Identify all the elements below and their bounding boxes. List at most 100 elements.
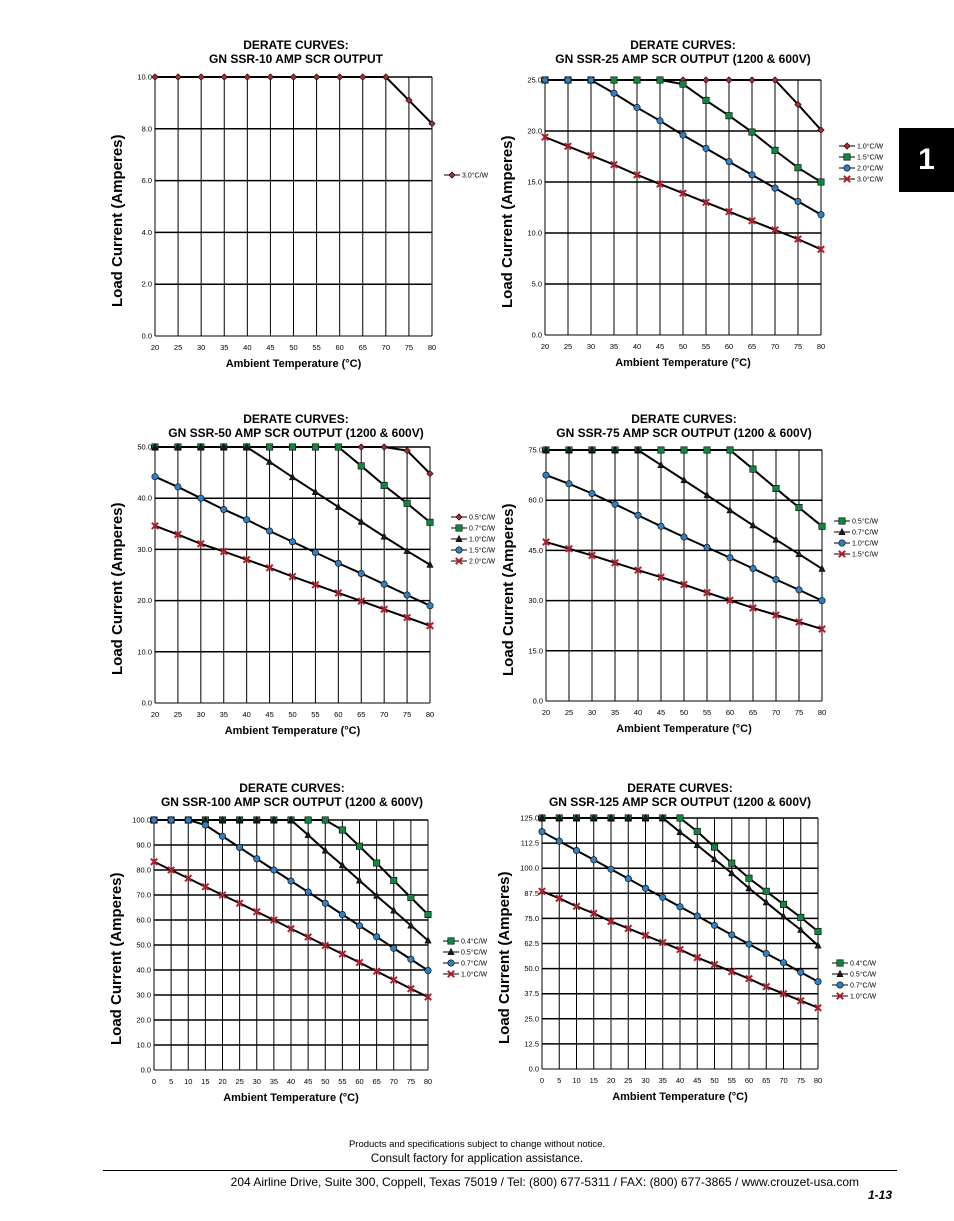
x-tick-label: 25	[624, 1076, 632, 1085]
data-point	[610, 76, 618, 84]
data-point	[321, 899, 329, 907]
x-tick-label: 70	[771, 342, 779, 351]
data-point	[174, 530, 182, 539]
x-tick-label: 30	[641, 1076, 649, 1085]
data-point	[748, 216, 756, 225]
x-tick-label: 40	[634, 708, 642, 717]
data-point	[762, 898, 770, 906]
data-point	[710, 921, 718, 929]
data-point	[762, 950, 770, 958]
y-tick-label: 50.0	[137, 443, 152, 452]
data-point	[542, 538, 550, 546]
data-point	[184, 816, 192, 824]
chart-title-line2: GN SSR-125 AMP SCR OUTPUT (1200 & 600V)	[548, 795, 812, 809]
data-point	[797, 968, 805, 976]
data-point	[794, 197, 802, 205]
x-tick-label: 75	[797, 1076, 805, 1085]
legend-marker	[838, 550, 846, 558]
data-point	[748, 76, 756, 84]
x-tick-label: 50	[289, 343, 297, 352]
x-tick-label: 40	[633, 342, 641, 351]
data-point	[424, 993, 432, 1001]
data-point	[748, 171, 756, 179]
legend-label: 1.0°C/W	[852, 540, 879, 548]
data-point	[311, 443, 319, 451]
y-tick-label: 10.0	[136, 1041, 151, 1050]
x-tick-label: 35	[610, 342, 618, 351]
chart-title-line1: DERATE CURVES:	[630, 38, 736, 52]
data-point	[817, 211, 825, 219]
legend-label: 2.0°C/W	[469, 558, 496, 566]
x-tick-label: 0	[540, 1076, 544, 1085]
data-point	[424, 936, 432, 944]
data-point	[676, 903, 684, 911]
x-tick-label: 5	[557, 1076, 561, 1085]
legend-marker	[836, 981, 844, 989]
data-point	[590, 856, 598, 864]
data-point	[762, 982, 771, 991]
legend-label: 3.0°C/W	[857, 176, 884, 184]
y-tick-label: 0.0	[141, 1066, 151, 1075]
chart-title-line2: GN SSR-25 AMP SCR OUTPUT (1200 & 600V)	[555, 52, 811, 66]
data-point	[680, 446, 688, 454]
data-point	[795, 586, 803, 594]
data-point	[372, 967, 381, 976]
footer-note: Products and specifications subject to c…	[348, 1139, 606, 1150]
data-point	[588, 445, 596, 453]
footer-divider	[103, 1170, 897, 1171]
data-point	[253, 855, 261, 863]
data-point	[390, 906, 398, 914]
data-point	[676, 945, 684, 954]
x-tick-label: 70	[772, 708, 780, 717]
data-point	[236, 843, 244, 851]
x-tick-label: 35	[220, 710, 228, 719]
data-point	[403, 591, 411, 599]
data-point	[794, 235, 802, 244]
legend-label: 0.5°C/W	[461, 949, 488, 957]
data-point	[218, 891, 227, 899]
y-tick-label: 5.0	[532, 280, 542, 289]
legend-label: 0.7°C/W	[461, 960, 488, 968]
data-point	[426, 560, 434, 568]
data-point	[818, 625, 826, 633]
data-point	[679, 80, 687, 88]
x-tick-label: 50	[321, 1077, 329, 1086]
data-point	[749, 521, 757, 529]
data-point	[236, 815, 244, 823]
data-point	[555, 837, 563, 845]
legend-label: 0.7°C/W	[852, 529, 879, 537]
data-point	[426, 518, 434, 526]
data-point	[151, 442, 159, 450]
legend-marker	[447, 937, 455, 945]
data-point	[818, 564, 826, 572]
x-tick-label: 75	[794, 342, 802, 351]
legend-label: 1.0°C/W	[469, 536, 496, 544]
x-axis-label: Ambient Temperature (°C)	[615, 357, 751, 369]
data-point	[659, 893, 667, 901]
data-point	[565, 480, 573, 488]
legend-label: 1.0°C/W	[857, 143, 884, 151]
legend-marker	[836, 959, 844, 967]
data-point	[611, 445, 619, 453]
legend-label: 2.0°C/W	[857, 165, 884, 173]
y-tick-label: 87.5	[524, 889, 539, 898]
page-number: 1-13	[867, 1188, 892, 1202]
x-tick-label: 75	[407, 1077, 415, 1086]
x-tick-label: 65	[359, 343, 367, 352]
data-point	[174, 73, 182, 81]
data-point	[607, 813, 615, 821]
data-point	[590, 813, 598, 821]
x-axis-label: Ambient Temperature (°C)	[223, 1092, 359, 1104]
data-point	[680, 533, 688, 541]
x-tick-label: 40	[243, 343, 251, 352]
data-point	[220, 442, 228, 450]
data-point	[312, 73, 321, 81]
y-tick-label: 80.0	[136, 866, 151, 875]
data-point	[380, 443, 388, 451]
data-point	[772, 611, 780, 619]
x-tick-label: 50	[679, 342, 687, 351]
data-point	[151, 473, 159, 481]
y-tick-label: 75.0	[524, 914, 539, 923]
x-tick-label: 65	[762, 1076, 770, 1085]
y-tick-label: 50.0	[524, 964, 539, 973]
